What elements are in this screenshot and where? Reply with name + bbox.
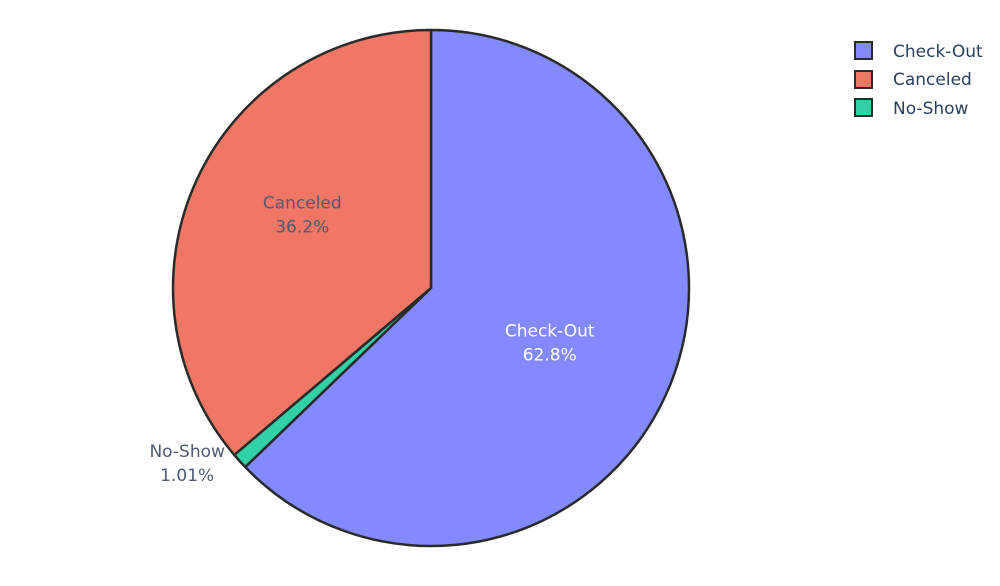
legend-swatch-no-show [854, 98, 873, 117]
pie-labels: Check-Out 62.8% No-Show 1.01% Canceled 36.2% [149, 193, 594, 486]
slice-label-check-out: Check-Out [505, 321, 595, 341]
slice-percent-no-show: 1.01% [160, 466, 214, 486]
legend-swatch-check-out [854, 41, 873, 60]
legend-label-canceled: Canceled [893, 70, 972, 90]
legend[interactable]: Check-Out Canceled No-Show [854, 41, 983, 119]
legend-swatch-canceled [854, 70, 873, 89]
legend-item-canceled[interactable]: Canceled [854, 70, 972, 90]
slice-percent-check-out: 62.8% [523, 345, 577, 365]
slice-label-canceled: Canceled [263, 193, 342, 213]
legend-item-check-out[interactable]: Check-Out [854, 41, 983, 62]
pie-slices [171, 28, 691, 548]
slice-label-no-show: No-Show [149, 442, 225, 462]
legend-label-check-out: Check-Out [893, 42, 983, 62]
legend-item-no-show[interactable]: No-Show [854, 98, 969, 119]
legend-label-no-show: No-Show [893, 99, 969, 119]
slice-percent-canceled: 36.2% [275, 217, 329, 237]
pie-slice-check-out[interactable] [243, 28, 691, 548]
pie-slice-canceled[interactable] [171, 28, 433, 457]
